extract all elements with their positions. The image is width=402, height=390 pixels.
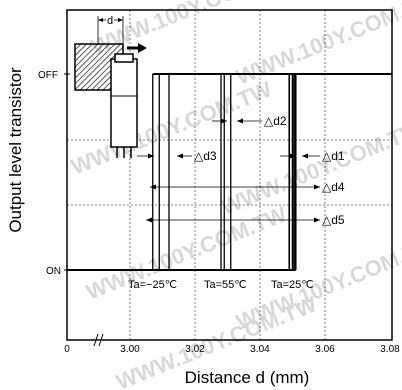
watermark-text: WWW.100Y.COM.TW	[68, 76, 276, 179]
series-label-55: Ta=55℃	[204, 279, 247, 291]
transition-lines	[152, 74, 297, 270]
d-arrow-head-left	[98, 18, 103, 22]
plot-frame	[66, 9, 393, 341]
output-levels	[64, 73, 392, 271]
x-tick-label: 3.08	[380, 344, 400, 355]
sensor-body	[110, 58, 138, 148]
move-arrow-head	[138, 43, 147, 53]
watermark-text: WWW.100Y.COM.TW	[233, 0, 402, 90]
x-tick-label: 3.06	[315, 344, 335, 355]
annotation-delta-d2: △d2	[264, 114, 287, 128]
axis-break-marks	[93, 333, 104, 347]
annotation-delta-d1: △d1	[322, 149, 345, 163]
grid	[67, 10, 392, 340]
series-label-minus25: Ta=−25℃	[128, 279, 177, 291]
sensor-head	[114, 53, 134, 63]
watermark-text: WWW.100Y.COM.TW	[83, 201, 291, 304]
x-tick-label: 3.00	[120, 344, 140, 355]
watermark-text: WWW.100Y.COM.TW	[218, 116, 402, 219]
annotation-delta-d3: △d3	[194, 149, 217, 163]
y-state-off: OFF	[38, 70, 58, 81]
x-tick-labels: 0 3.00 3.02 3.04 3.06 3.08	[64, 344, 400, 355]
annotation-delta-d5: △d5	[322, 213, 345, 227]
annotation-delta-d4: △d4	[322, 180, 345, 194]
x-axis-label: Distance d (mm)	[185, 368, 310, 387]
delta-annotations	[137, 118, 320, 223]
sensor-illustration: d	[74, 14, 147, 158]
x-tick-label: 3.04	[250, 344, 270, 355]
x-tick-label: 3.02	[185, 344, 205, 355]
annotation-d: d	[107, 15, 113, 27]
y-state-on: ON	[46, 266, 61, 277]
x-tick-label: 0	[64, 344, 70, 355]
y-axis-label: Output level transistor	[6, 67, 25, 233]
d-arrow-head-right	[118, 18, 123, 22]
series-label-25: Ta=25℃	[271, 279, 314, 291]
